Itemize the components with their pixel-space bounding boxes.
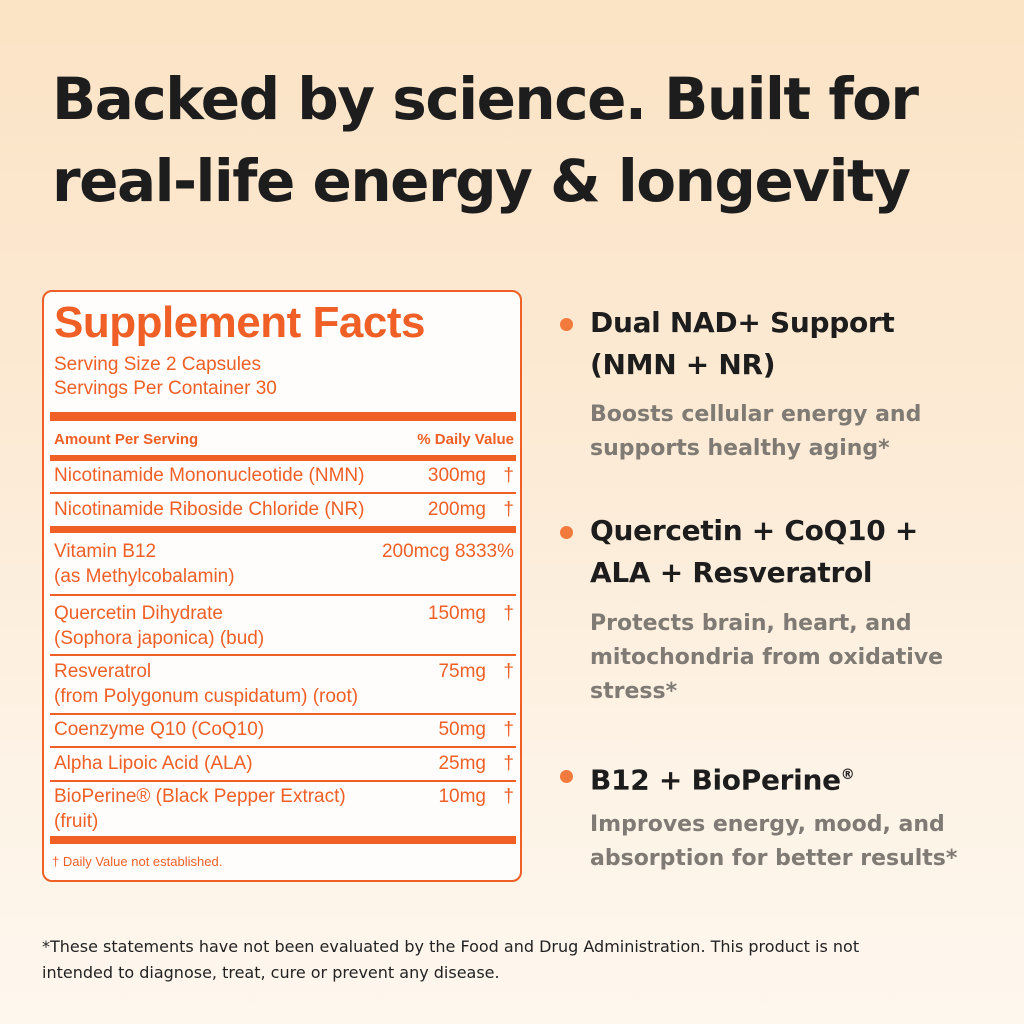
benefit-description: Protects brain, heart, and mitochondria … xyxy=(590,607,1000,709)
benefit-title: Quercetin + CoQ10 + ALA + Resveratrol xyxy=(590,510,1010,594)
benefit-description: Improves energy, mood, and absorption fo… xyxy=(590,808,1000,876)
fda-disclaimer: *These statements have not been evaluate… xyxy=(42,934,982,986)
divider-medium xyxy=(50,526,516,533)
ingredient-name: Nicotinamide Riboside Chloride (NR) xyxy=(54,499,365,520)
bullet-dot-icon xyxy=(560,318,573,331)
ingredient-dv: † xyxy=(503,753,514,774)
ingredient-dv: † xyxy=(503,719,514,740)
daily-value-footnote: † Daily Value not established. xyxy=(52,854,223,869)
row-divider xyxy=(50,594,516,596)
bullet-dot-icon xyxy=(560,770,573,783)
ingredient-amount: 300mg xyxy=(427,465,486,486)
headline-line-2: real-life energy & longevity xyxy=(52,147,911,215)
ingredient-name: BioPerine® (Black Pepper Extract) xyxy=(54,786,346,807)
servings-per-container: Servings Per Container 30 xyxy=(54,378,277,399)
page-headline: Backed by science. Built for real-life e… xyxy=(52,58,992,222)
row-divider xyxy=(50,780,516,782)
amount-per-serving-header: Amount Per Serving xyxy=(54,431,199,448)
ingredient-name: Coenzyme Q10 (CoQ10) xyxy=(54,719,265,740)
supplement-facts-panel: Supplement Facts Serving Size 2 Capsules… xyxy=(42,290,522,882)
benefit-title-line: (NMN + NR) xyxy=(590,348,776,381)
ingredient-source: (as Methylcobalamin) xyxy=(54,566,235,587)
benefit-desc-line: absorption for better results* xyxy=(590,846,958,871)
ingredient-name: Nicotinamide Mononucleotide (NMN) xyxy=(54,465,365,486)
benefit-desc-line: supports healthy aging* xyxy=(590,436,890,461)
supplement-facts-title: Supplement Facts xyxy=(54,298,425,347)
ingredient-dv: † xyxy=(503,786,514,807)
ingredient-name: Vitamin B12 xyxy=(54,541,157,562)
ingredient-amount: 200mg xyxy=(427,499,486,520)
ingredient-dv: † xyxy=(503,465,514,486)
ingredient-amount: 50mg xyxy=(438,719,486,740)
disclaimer-line: intended to diagnose, treat, cure or pre… xyxy=(42,963,500,982)
benefit-desc-line: mitochondria from oxidative xyxy=(590,645,944,670)
row-divider xyxy=(50,654,516,656)
serving-size: Serving Size 2 Capsules xyxy=(54,354,261,375)
ingredient-name: Resveratrol xyxy=(54,661,152,682)
ingredient-amount: 150mg xyxy=(427,603,486,624)
row-divider xyxy=(50,713,516,715)
daily-value-header: % Daily Value xyxy=(417,431,514,448)
divider-thick xyxy=(50,836,516,844)
ingredient-source: (from Polygonum cuspidatum) (root) xyxy=(54,686,359,707)
ingredient-source: (Sophora japonica) (bud) xyxy=(54,628,265,649)
benefit-description: Boosts cellular energy and supports heal… xyxy=(590,398,1000,466)
disclaimer-line: *These statements have not been evaluate… xyxy=(42,937,860,956)
benefit-desc-line: Protects brain, heart, and xyxy=(590,611,912,636)
ingredient-amount: 200mcg 8333% xyxy=(381,541,514,562)
ingredient-dv: † xyxy=(503,603,514,624)
ingredient-amount: 10mg xyxy=(438,786,486,807)
benefit-b12-bioperine: B12 + BioPerine® Improves energy, mood, … xyxy=(560,752,1000,882)
benefit-title-line: B12 + BioPerine xyxy=(590,763,841,797)
benefit-antioxidants: Quercetin + CoQ10 + ALA + Resveratrol Pr… xyxy=(560,508,1000,718)
benefit-desc-line: Boosts cellular energy and xyxy=(590,402,922,427)
bullet-dot-icon xyxy=(560,526,573,539)
divider-thick xyxy=(50,412,516,421)
benefit-title-line: ALA + Resveratrol xyxy=(590,556,873,589)
benefit-desc-line: Improves energy, mood, and xyxy=(590,812,945,837)
ingredient-dv: † xyxy=(503,499,514,520)
benefit-title-line: Quercetin + CoQ10 + xyxy=(590,514,919,547)
ingredient-dv: † xyxy=(503,661,514,682)
benefit-desc-line: stress* xyxy=(590,679,678,704)
benefit-title: Dual NAD+ Support (NMN + NR) xyxy=(590,302,1010,386)
registered-mark: ® xyxy=(840,767,855,783)
divider-medium xyxy=(50,455,516,461)
benefit-dual-nad: Dual NAD+ Support (NMN + NR) Boosts cell… xyxy=(560,300,1000,470)
ingredient-source: (fruit) xyxy=(54,811,99,832)
benefit-title: B12 + BioPerine® xyxy=(590,754,1010,801)
row-divider xyxy=(50,746,516,748)
ingredient-amount: 25mg xyxy=(438,753,486,774)
ingredient-name: Alpha Lipoic Acid (ALA) xyxy=(54,753,253,774)
row-divider xyxy=(50,492,516,494)
ingredient-amount: 75mg xyxy=(438,661,486,682)
benefit-title-line: Dual NAD+ Support xyxy=(590,306,895,339)
ingredient-name: Quercetin Dihydrate xyxy=(54,603,223,624)
headline-line-1: Backed by science. Built for xyxy=(52,65,919,133)
